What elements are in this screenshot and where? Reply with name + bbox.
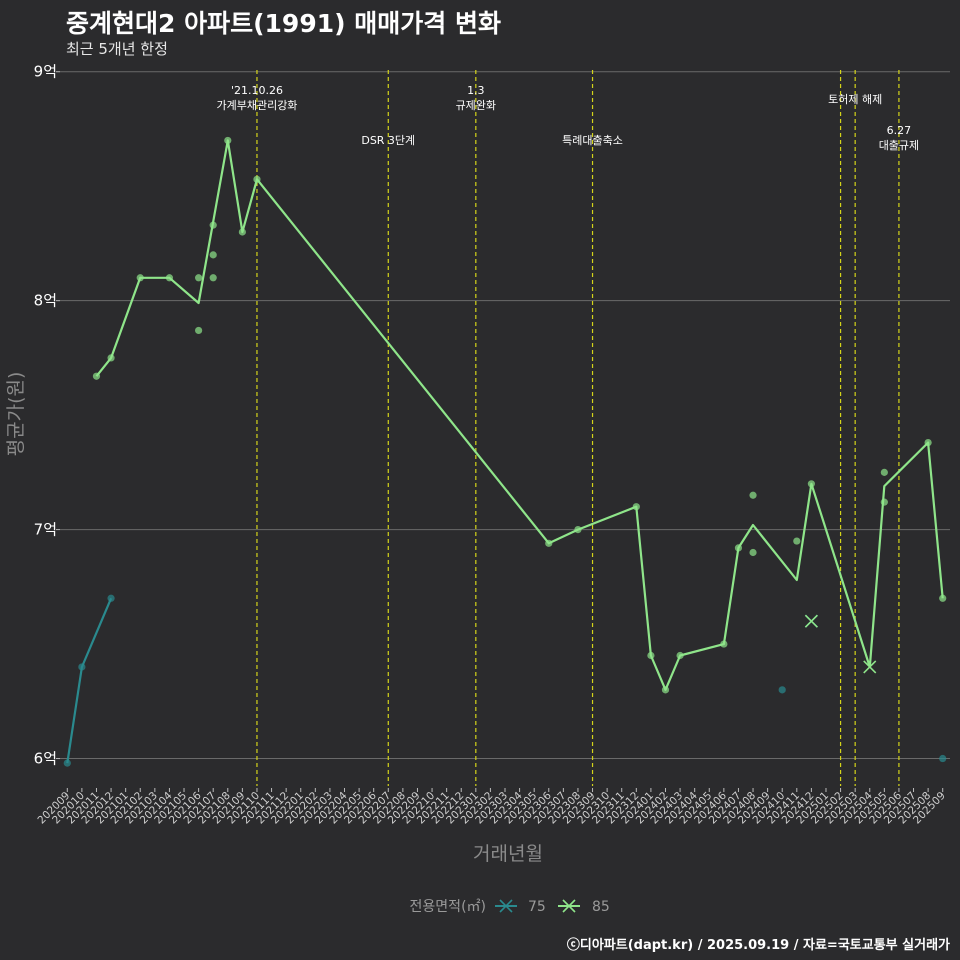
data-point-85 [545, 539, 553, 547]
policy-label: 규제완화 [456, 99, 496, 112]
legend-label-75: 75 [528, 899, 546, 915]
data-point-85 [880, 468, 888, 476]
data-point-85 [253, 175, 261, 183]
grid-lines [60, 71, 950, 760]
series-line-85 [95, 139, 944, 691]
data-point-85 [574, 525, 582, 534]
policy-label: 가계부채관리강화 [216, 99, 297, 112]
data-point-85 [924, 439, 932, 447]
legend-title: 전용면적(㎡) [410, 899, 486, 915]
policy-label: '21.10.26 [231, 84, 283, 97]
data-point-85 [209, 274, 217, 282]
policy-label: DSR 3단계 [361, 134, 415, 147]
data-point-85 [647, 651, 655, 660]
y-tick-label: 7억 [34, 521, 57, 539]
cross-point-85 [863, 660, 877, 674]
data-point-85 [676, 651, 684, 660]
data-point-85 [880, 498, 888, 506]
policy-label: 토허제 해제 [828, 92, 882, 106]
data-point-85 [939, 594, 947, 602]
data-point-75 [778, 686, 786, 694]
legend: 전용면적(㎡) 75 85 [410, 899, 610, 915]
data-point-85 [749, 548, 757, 557]
data-point-85 [238, 228, 246, 236]
policy-label: 특례대출축소 [562, 134, 623, 147]
chart-subtitle: 최근 5개년 한정 [66, 40, 168, 58]
series-group [63, 136, 947, 767]
legend-item-85: 85 [558, 899, 610, 915]
legend-item-75: 75 [495, 899, 546, 915]
data-point-85 [136, 274, 144, 282]
data-point-85 [195, 326, 203, 335]
x-axis-ticks: 2020092020102020112020122021012021022021… [36, 788, 948, 826]
data-point-85 [107, 354, 115, 362]
chart-title: 중계현대2 아파트(1991) 매매가격 변화 [66, 9, 501, 38]
policy-label: 6.27 [887, 124, 912, 137]
y-tick-label: 9억 [34, 63, 57, 81]
y-tick-label: 6억 [34, 750, 57, 768]
y-tick-label: 8억 [34, 292, 57, 310]
policy-label: 대출규제 [879, 139, 919, 152]
data-point-85 [209, 221, 217, 229]
policy-label: 1.3 [467, 84, 485, 97]
data-point-85 [793, 537, 801, 545]
source-credit: ⓒ디아파트(dapt.kr) / 2025.09.19 / 자료=국토교통부 실… [566, 938, 950, 953]
y-axis-ticks: 6억 7억 8억 9억 [34, 63, 60, 768]
data-point-75 [63, 759, 71, 767]
data-point-85 [749, 491, 757, 499]
policy-lines [256, 70, 900, 786]
data-point-75 [939, 754, 947, 763]
data-point-85 [195, 274, 203, 282]
data-point-85 [92, 372, 101, 380]
data-point-85 [165, 274, 174, 282]
data-point-85 [224, 136, 232, 145]
data-point-75 [107, 594, 115, 602]
series-line-75 [66, 597, 113, 764]
data-point-85 [209, 251, 217, 259]
data-point-75 [78, 663, 86, 671]
data-point-85 [632, 503, 640, 511]
y-axis-title: 평균가(원) [5, 372, 27, 457]
x-axis-title: 거래년월 [473, 843, 543, 865]
legend-label-85: 85 [592, 899, 610, 915]
data-point-85 [734, 544, 743, 552]
data-point-85 [661, 686, 670, 694]
data-point-85 [807, 480, 815, 488]
data-point-85 [720, 640, 728, 648]
cross-point-85 [804, 614, 818, 628]
